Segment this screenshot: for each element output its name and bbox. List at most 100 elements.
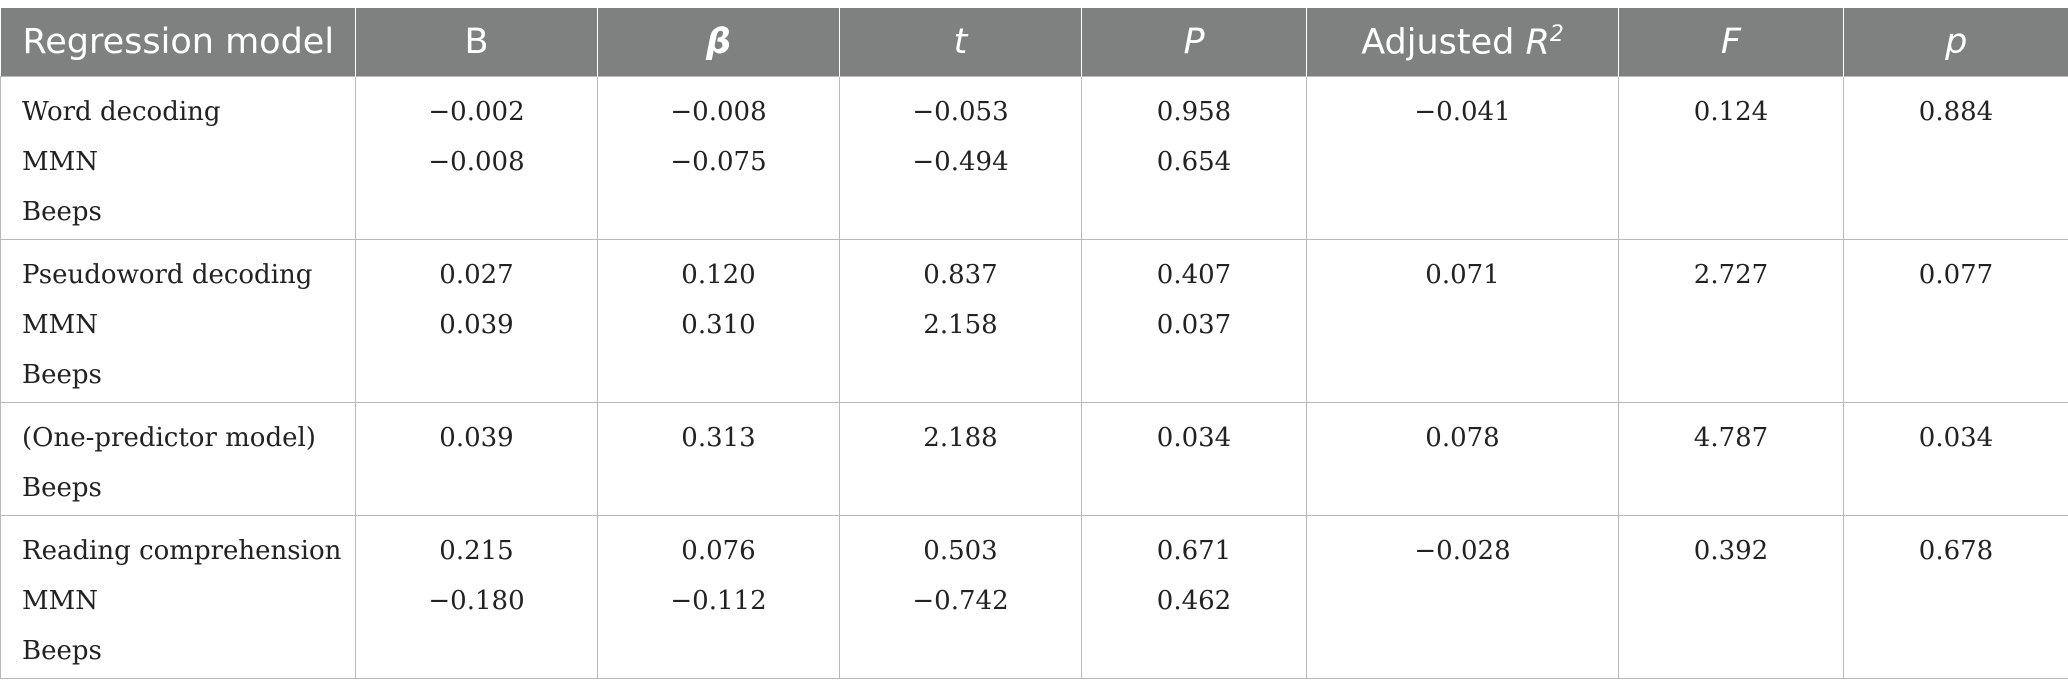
p-upper-value: 0.037	[1156, 310, 1232, 340]
header-t-text: t	[953, 22, 968, 62]
f-value: 0.124	[1693, 97, 1769, 127]
adjusted-r2-value: 0.071	[1425, 260, 1500, 290]
b-value: −0.008	[428, 147, 525, 177]
b-cell: 0.215 −0.180	[355, 515, 598, 679]
p-lower-cell: 0.678	[1843, 515, 2068, 679]
f-value: 2.727	[1693, 260, 1769, 290]
b-value: 0.027	[439, 260, 514, 290]
beta-cell: 0.076 −0.112	[597, 515, 840, 679]
table-row: Reading comprehension MMN Beeps 0.215 −0.180…	[0, 515, 2068, 679]
p-upper-cell: 0.407 0.037	[1081, 239, 1307, 403]
t-value: 0.503	[923, 536, 998, 566]
b-cell: 0.027 0.039	[355, 239, 598, 403]
t-value: 2.188	[923, 423, 998, 453]
table-body: Word decoding MMN Beeps −0.002 −0.008 −0.008−…	[0, 76, 2068, 679]
table-row: Word decoding MMN Beeps −0.002 −0.008 −0.008−…	[0, 76, 2068, 240]
model-label-value: MMN	[22, 147, 98, 177]
beta-value: 0.076	[681, 536, 756, 566]
header-b: B	[355, 8, 598, 77]
model-label-value: MMN	[22, 310, 98, 340]
header-regression-model-text: Regression model	[22, 22, 335, 62]
adjusted-r2-cell: 0.078	[1306, 402, 1619, 516]
model-label-cell: (One-predictor model) Beeps	[0, 402, 356, 516]
table-row: Pseudoword decoding MMN Beeps 0.027 0.039 0.1…	[0, 239, 2068, 403]
p-upper-value: 0.407	[1156, 260, 1232, 290]
p-lower-value: 0.077	[1918, 260, 1994, 290]
header-r-superscript: 2	[1549, 21, 1564, 47]
model-label-value: Reading comprehension	[22, 536, 342, 566]
b-value: 0.215	[439, 536, 514, 566]
model-label-cell: Word decoding MMN Beeps	[0, 76, 356, 240]
model-label-value: Beeps	[22, 360, 102, 390]
beta-value: 0.310	[681, 310, 756, 340]
p-lower-value: 0.884	[1918, 97, 1994, 127]
t-value: −0.494	[912, 147, 1009, 177]
header-t: t	[839, 8, 1082, 77]
t-cell: −0.053 −0.494	[839, 76, 1082, 240]
t-cell: 2.188	[839, 402, 1082, 516]
p-lower-cell: 0.034	[1843, 402, 2068, 516]
model-label-value: Pseudoword decoding	[22, 260, 313, 290]
model-label-value: Word decoding	[22, 97, 221, 127]
header-row: Regression model B β t P Adjusted R2 F p	[0, 8, 2068, 77]
f-cell: 0.124	[1618, 76, 1844, 240]
p-upper-value: 0.671	[1156, 536, 1232, 566]
model-label-value: MMN	[22, 586, 98, 616]
header-b-text: B	[464, 22, 489, 62]
adjusted-r2-cell: −0.028	[1306, 515, 1619, 679]
p-upper-value: 0.462	[1156, 586, 1232, 616]
header-adjusted-text: Adjusted	[1361, 22, 1526, 63]
f-cell: 0.392	[1618, 515, 1844, 679]
adjusted-r2-value: −0.028	[1414, 536, 1511, 566]
table-row: (One-predictor model) Beeps 0.039 0.313 2.18…	[0, 402, 2068, 516]
beta-cell: 0.120 0.310	[597, 239, 840, 403]
t-value: 0.837	[923, 260, 998, 290]
header-beta: β	[597, 8, 840, 77]
p-upper-value: 0.034	[1156, 423, 1232, 453]
regression-table-container: Regression model B β t P Adjusted R2 F p…	[0, 8, 2068, 679]
model-label-cell: Pseudoword decoding MMN Beeps	[0, 239, 356, 403]
beta-value: 0.120	[681, 260, 756, 290]
b-cell: 0.039	[355, 402, 598, 516]
f-cell: 2.727	[1618, 239, 1844, 403]
p-lower-value: 0.034	[1918, 423, 1994, 453]
f-value: 4.787	[1693, 423, 1769, 453]
header-beta-text: β	[705, 22, 732, 62]
header-f: F	[1618, 8, 1844, 77]
adjusted-r2-value: −0.041	[1414, 97, 1511, 127]
regression-table: Regression model B β t P Adjusted R2 F p…	[0, 8, 2068, 679]
model-label-value: Beeps	[22, 636, 102, 666]
p-upper-cell: 0.671 0.462	[1081, 515, 1307, 679]
beta-value: −0.075	[670, 147, 767, 177]
model-label-value: Beeps	[22, 197, 102, 227]
header-r-text: R	[1525, 22, 1550, 63]
t-cell: 0.837 2.158	[839, 239, 1082, 403]
f-cell: 4.787	[1618, 402, 1844, 516]
beta-value: 0.313	[681, 423, 756, 453]
p-upper-cell: 0.958 0.654	[1081, 76, 1307, 240]
beta-value: −0.112	[670, 586, 767, 616]
model-label-value: (One-predictor model)	[22, 423, 316, 453]
header-regression-model: Regression model	[0, 8, 356, 77]
t-cell: 0.503 −0.742	[839, 515, 1082, 679]
b-value: −0.002	[428, 97, 525, 127]
header-p-upper-text: P	[1183, 22, 1205, 62]
b-cell: −0.002 −0.008	[355, 76, 598, 240]
header-p-lower-text: p	[1945, 22, 1968, 62]
f-value: 0.392	[1693, 536, 1769, 566]
header-p-upper: P	[1081, 8, 1307, 77]
adjusted-r2-value: 0.078	[1425, 423, 1500, 453]
b-value: 0.039	[439, 423, 514, 453]
adjusted-r2-cell: 0.071	[1306, 239, 1619, 403]
p-upper-value: 0.654	[1156, 147, 1232, 177]
b-value: 0.039	[439, 310, 514, 340]
t-value: −0.742	[912, 586, 1009, 616]
beta-cell: −0.008 −0.075	[597, 76, 840, 240]
b-value: −0.180	[428, 586, 525, 616]
header-p-lower: p	[1843, 8, 2068, 77]
model-label-cell: Reading comprehension MMN Beeps	[0, 515, 356, 679]
beta-value: −0.008	[670, 97, 767, 127]
p-upper-value: 0.958	[1156, 97, 1232, 127]
table-header: Regression model B β t P Adjusted R2 F p	[0, 8, 2068, 77]
adjusted-r2-cell: −0.041	[1306, 76, 1619, 240]
